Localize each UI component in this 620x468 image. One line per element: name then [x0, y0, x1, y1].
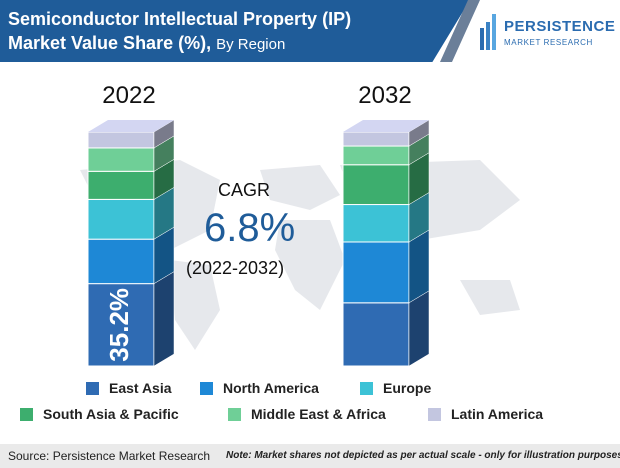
legend-item-latin-america: Latin America [428, 406, 543, 422]
legend-label-south-asia-pacific: South Asia & Pacific [43, 406, 179, 422]
scale-note: Note: Market shares not depicted as per … [226, 450, 620, 461]
chart-subtitle: By Region [216, 36, 286, 53]
legend-swatch-east-asia [86, 381, 99, 395]
bar-side-north-america-2032 [408, 229, 430, 304]
bar-segment-europe-2032 [342, 204, 410, 243]
legend-label-latin-america: Latin America [451, 406, 544, 422]
legend-label-middle-east-africa: Middle East & Africa [251, 406, 386, 422]
legend-swatch-latin-america [428, 407, 441, 421]
chart-title: Semiconductor Intellectual Property (IP) [8, 9, 352, 29]
bar-segment-latin-america-2022 [87, 131, 155, 149]
bar-segment-middle-east-africa-2022 [87, 147, 155, 172]
footer-bar: Source: Persistence Market Research Note… [0, 444, 620, 468]
year-label-2032: 2032 [358, 82, 412, 109]
bar-segment-north-america-2022 [87, 238, 155, 285]
cagr-label: CAGR [218, 180, 271, 200]
source-text: Source: Persistence Market Research [8, 449, 211, 463]
logo-name: PERSISTENCE [504, 18, 616, 35]
logo-tagline: MARKET RESEARCH [504, 38, 593, 47]
bar-segment-south-asia-pacific-2022 [87, 170, 155, 200]
chart-title-line2: Market Value Share (%), By Region [8, 33, 286, 53]
bar-segment-south-asia-pacific-2032 [342, 164, 410, 206]
bar-top-2022 [88, 120, 174, 132]
data-label-east-asia-2022: 35.2% [104, 288, 134, 362]
legend-swatch-north-america [200, 381, 213, 395]
legend-swatch-europe [360, 381, 373, 395]
bar-segment-east-asia-2032 [342, 302, 410, 367]
legend-swatch-middle-east-africa [228, 407, 241, 421]
bar-side-east-asia-2032 [408, 290, 430, 367]
legend-label-east-asia: East Asia [109, 380, 172, 396]
legend-item-europe: Europe [360, 380, 431, 396]
bar-segment-east-asia-2022 [87, 283, 155, 367]
legend-item-north-america: North America [200, 380, 319, 396]
bar-segment-north-america-2032 [342, 241, 410, 304]
title-banner [0, 0, 470, 62]
bar-segment-europe-2022 [87, 198, 155, 240]
legend-item-east-asia: East Asia [86, 380, 172, 396]
bar-segment-latin-america-2032 [342, 131, 410, 147]
logo-mark-icon [480, 14, 496, 50]
cagr-value: 6.8% [204, 206, 296, 250]
bar-side-east-asia-2022 [153, 271, 175, 367]
year-label-2022: 2022 [102, 82, 156, 109]
legend-label-europe: Europe [383, 380, 432, 396]
bar-top-2032 [343, 120, 429, 132]
brand-logo: PERSISTENCE MARKET RESEARCH [480, 6, 618, 62]
bar-segment-middle-east-africa-2032 [342, 145, 410, 166]
legend-item-middle-east-africa: Middle East & Africa [228, 406, 386, 422]
legend-swatch-south-asia-pacific [20, 407, 33, 421]
legend-label-north-america: North America [223, 380, 319, 396]
cagr-period: (2022-2032) [186, 258, 285, 278]
bar-side-latin-america-2032 [408, 119, 430, 147]
legend-item-south-asia-pacific: South Asia & Pacific [20, 406, 179, 422]
